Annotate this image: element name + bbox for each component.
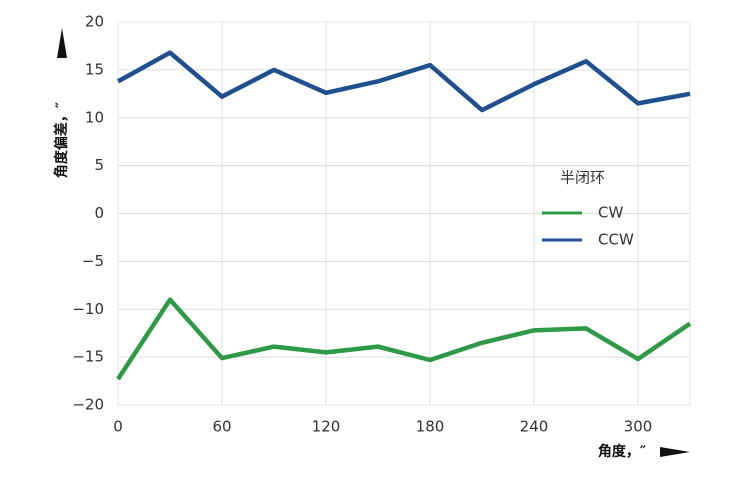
y-arrow bbox=[57, 28, 67, 58]
x-tick-label: 60 bbox=[212, 418, 231, 436]
y-tick-label: −5 bbox=[82, 252, 104, 270]
x-tick-label: 180 bbox=[416, 418, 445, 436]
x-tick-label: 0 bbox=[113, 418, 123, 436]
y-tick-label: 5 bbox=[94, 156, 104, 174]
x-tick-label: 240 bbox=[520, 418, 549, 436]
x-tick-label: 300 bbox=[624, 418, 653, 436]
x-tick-label: 120 bbox=[312, 418, 341, 436]
legend-label: CW bbox=[598, 204, 623, 222]
y-tick-label: 15 bbox=[85, 60, 104, 78]
y-tick-label: −10 bbox=[72, 300, 104, 318]
series-line bbox=[116, 297, 692, 381]
x-arrow bbox=[660, 447, 690, 457]
y-axis-label: 角度偏差，″ bbox=[53, 102, 70, 178]
y-tick-label: 0 bbox=[94, 204, 104, 222]
plot-frame bbox=[117, 21, 691, 406]
x-axis-label: 角度，″ bbox=[598, 443, 646, 460]
legend-title: 半闭环 bbox=[560, 169, 605, 187]
y-tick-label: 20 bbox=[85, 13, 104, 31]
y-tick-label: 10 bbox=[85, 108, 104, 126]
y-tick-label: −20 bbox=[72, 396, 104, 414]
series-line bbox=[116, 50, 691, 113]
y-tick-label: −15 bbox=[72, 348, 104, 366]
legend-label: CCW bbox=[598, 231, 634, 249]
